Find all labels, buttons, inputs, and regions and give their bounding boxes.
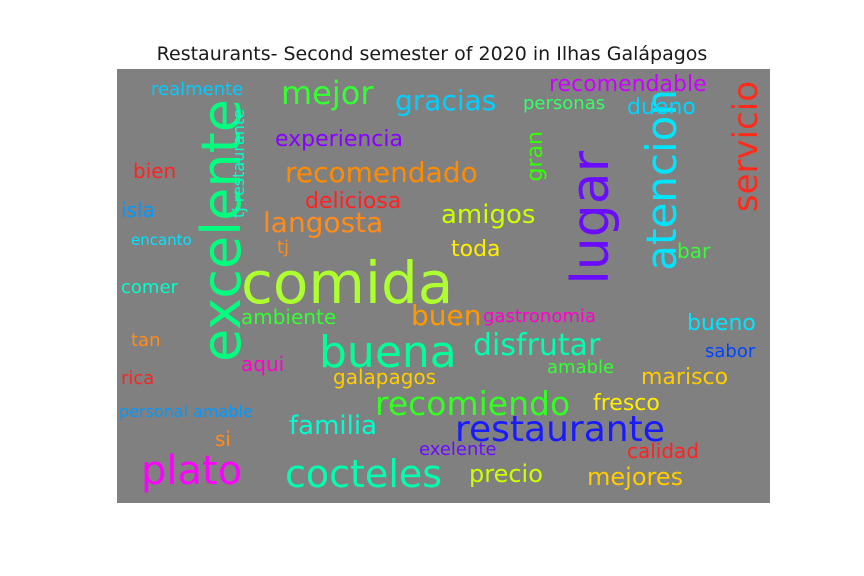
word-dueno: dueno bbox=[627, 95, 696, 120]
word-servicio: servicio bbox=[726, 81, 766, 213]
word-bar: bar bbox=[677, 239, 711, 263]
word-ambiente: ambiente bbox=[241, 305, 337, 329]
word-fresco: fresco bbox=[593, 391, 660, 416]
word-gracias: gracias bbox=[395, 84, 497, 117]
word-bien: bien bbox=[133, 159, 177, 183]
word-personas: personas bbox=[523, 93, 606, 114]
word-recomiendo: recomiendo bbox=[375, 384, 571, 423]
word-amigos: amigos bbox=[441, 200, 536, 230]
word-isla: isla bbox=[121, 198, 155, 222]
word-lugar: lugar bbox=[561, 151, 621, 285]
word-gran: gran bbox=[523, 131, 548, 182]
word-disfrutar: disfrutar bbox=[473, 328, 601, 363]
word-comida: comida bbox=[241, 249, 454, 317]
word-toda: toda bbox=[451, 237, 501, 262]
word-sabor: sabor bbox=[705, 341, 756, 362]
word-buena: buena bbox=[319, 327, 457, 378]
word-precio: precio bbox=[469, 460, 543, 488]
word-gastronomia: gastronomia bbox=[483, 306, 596, 327]
word-encanto: encanto bbox=[131, 231, 192, 249]
word-experiencia: experiencia bbox=[275, 127, 403, 152]
word-marisco: marisco bbox=[641, 365, 729, 390]
word-plato: plato bbox=[141, 448, 243, 494]
word-galapagos: galapagos bbox=[333, 365, 437, 389]
word-deliciosa: deliciosa bbox=[305, 189, 402, 214]
word-si: si bbox=[215, 427, 231, 451]
word-mejores: mejores bbox=[587, 463, 684, 491]
word-bueno: bueno bbox=[687, 311, 756, 336]
word-tan: tan bbox=[131, 330, 161, 351]
word-recomendable: recomendable bbox=[549, 72, 707, 97]
word-mejor: mejor bbox=[281, 74, 374, 112]
word-rica: rica bbox=[121, 368, 155, 389]
word-cocteles: cocteles bbox=[285, 452, 443, 496]
word-cloud: comida excelente lugar atencion servicio buen… bbox=[117, 69, 770, 503]
word-familia: familia bbox=[289, 411, 378, 441]
word-recomendado: recomendado bbox=[285, 156, 478, 189]
word-aqui: aqui bbox=[241, 352, 285, 376]
word-personal-amable: personal amable bbox=[119, 402, 253, 421]
word-amable: amable bbox=[547, 357, 615, 378]
word-calidad: calidad bbox=[627, 439, 700, 463]
word-realmente: realmente bbox=[151, 79, 244, 100]
word-comer: comer bbox=[121, 277, 178, 298]
word-tj-restaurante: tj restaurante bbox=[229, 109, 248, 219]
word-langosta: langosta bbox=[263, 206, 384, 239]
word-exelente: exelente bbox=[419, 439, 497, 460]
word-restaurante: restaurante bbox=[455, 409, 665, 450]
chart-title: Restaurants- Second semester of 2020 in … bbox=[156, 43, 708, 65]
word-buen: buen bbox=[411, 299, 482, 332]
word-tj: tj bbox=[277, 237, 290, 258]
